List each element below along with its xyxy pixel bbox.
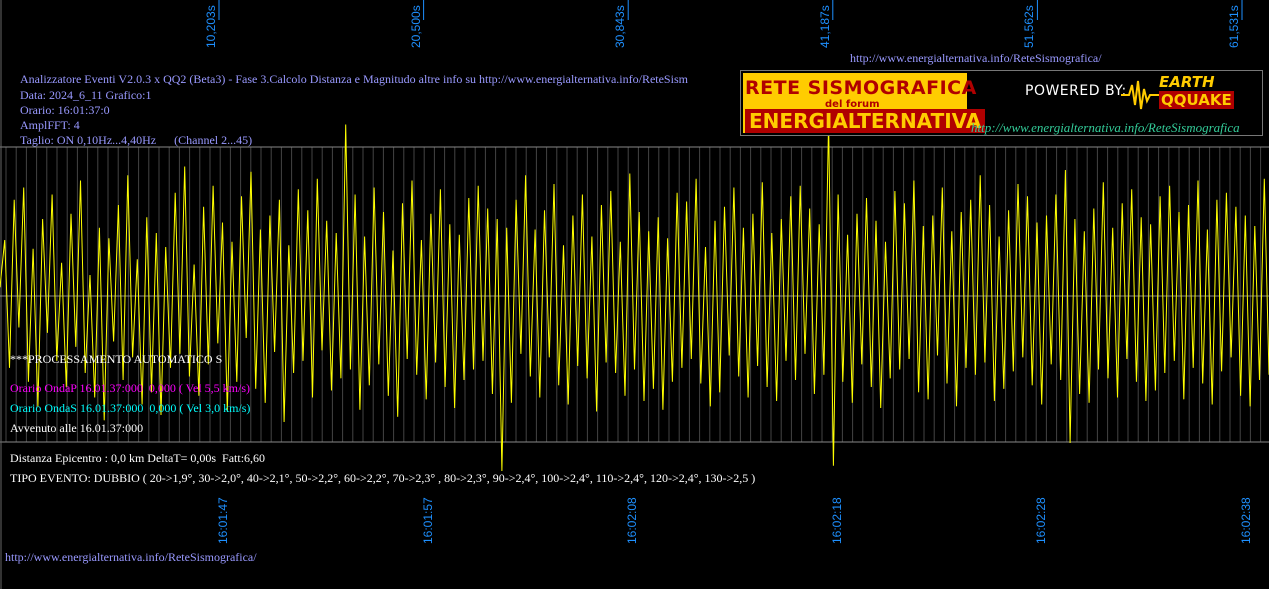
logo-url[interactable]: http://www.energialternativa.info/ReteSi…	[971, 120, 1240, 135]
bottom-tick-label: 16:02:28	[1034, 497, 1049, 544]
event-time: Avvenuto alle 16.01.37:000	[10, 421, 144, 435]
top-tick-label: 20,500s	[408, 5, 423, 48]
processing-status: ***PROCESSAMENTO AUTOMATICO S	[10, 352, 223, 366]
header-line-2: Data: 2024_6_11 Grafico:1	[20, 88, 152, 102]
logo-forum-name: ENERGIALTERNATIVA	[745, 109, 986, 133]
top-tick-label: 51,562s	[1022, 5, 1037, 48]
bottom-tick-label: 16:02:08	[625, 497, 640, 544]
top-tick-label: 61,531s	[1227, 5, 1241, 48]
logo-brand-qquake: QQUAKE	[1159, 91, 1234, 109]
header-line-1: Analizzatore Eventi V2.0.3 x QQ2 (Beta3)…	[20, 72, 688, 86]
bottom-tick-label: 16:01:47	[216, 497, 230, 544]
logo-title: RETE SISMOGRAFICA	[745, 77, 977, 99]
top-tick-label: 10,203s	[204, 5, 218, 48]
epicenter-distance: Distanza Epicentro : 0,0 km DeltaT= 0,00…	[10, 451, 266, 465]
onda-s-time: Orario OndaS 16.01.37:000 0,000 ( Vel 3,…	[10, 401, 251, 415]
event-type: TIPO EVENTO: DUBBIO ( 20->1,9°, 30->2,0°…	[10, 471, 756, 485]
seismograph-wave-icon	[1121, 80, 1161, 110]
rete-sismografica-logo: RETE SISMOGRAFICA del forum ENERGIALTERN…	[740, 70, 1263, 136]
bottom-url[interactable]: http://www.energialternativa.info/ReteSi…	[5, 550, 257, 564]
bottom-tick-label: 16:02:38	[1239, 497, 1253, 544]
bottom-tick-label: 16:02:18	[829, 497, 844, 544]
logo-powered-by: POWERED BY:	[1025, 83, 1127, 99]
seismic-signal-line	[0, 120, 1269, 472]
top-tick-label: 41,187s	[817, 5, 832, 48]
header-line-5: Taglio: ON 0,10Hz...4,40Hz (Channel 2...…	[20, 133, 253, 147]
header-line-4: AmplFFT: 4	[20, 118, 80, 132]
vertical-grid	[5, 147, 1262, 442]
logo-brand-earth: EARTH	[1159, 73, 1215, 91]
top-url[interactable]: http://www.energialternativa.info/ReteSi…	[850, 51, 1102, 65]
top-tick-label: 30,843s	[613, 5, 628, 48]
header-line-3: Orario: 16:01:37:0	[20, 103, 110, 117]
bottom-tick-label: 16:01:57	[420, 497, 435, 544]
logo-subtitle: del forum	[825, 99, 880, 110]
onda-p-time: Orario OndaP 16.01.37:000 0,000 ( Vel 5,…	[10, 381, 250, 395]
tick-marks	[218, 0, 1243, 20]
